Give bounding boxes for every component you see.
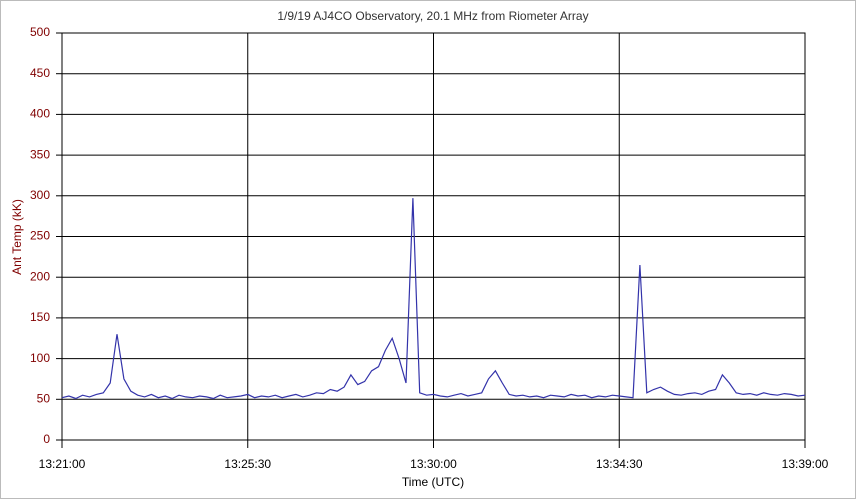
y-tick-label: 500 <box>30 25 50 39</box>
chart-title: 1/9/19 AJ4CO Observatory, 20.1 MHz from … <box>277 9 588 23</box>
series-line <box>61 198 806 400</box>
plot-border <box>61 32 806 441</box>
x-axis-label: Time (UTC) <box>402 475 464 489</box>
y-tick-label: 150 <box>30 310 50 324</box>
x-tick-label: 13:25:30 <box>224 457 271 471</box>
y-tick-label: 0 <box>43 432 50 446</box>
y-axis-label: Ant Temp (kK) <box>10 199 24 275</box>
y-tick-label: 300 <box>30 188 50 202</box>
y-tick-label: 400 <box>30 107 50 121</box>
x-tick-label: 13:21:00 <box>39 457 86 471</box>
y-tick-label: 200 <box>30 269 50 283</box>
y-tick-label: 350 <box>30 147 50 161</box>
y-tick-label: 250 <box>30 229 50 243</box>
y-tick-label: 100 <box>30 351 50 365</box>
x-tick-label: 13:30:00 <box>410 457 457 471</box>
x-tick-label: 13:39:00 <box>782 457 829 471</box>
x-tick-label: 13:34:30 <box>596 457 643 471</box>
y-tick-label: 50 <box>37 391 51 405</box>
y-tick-label: 450 <box>30 66 50 80</box>
